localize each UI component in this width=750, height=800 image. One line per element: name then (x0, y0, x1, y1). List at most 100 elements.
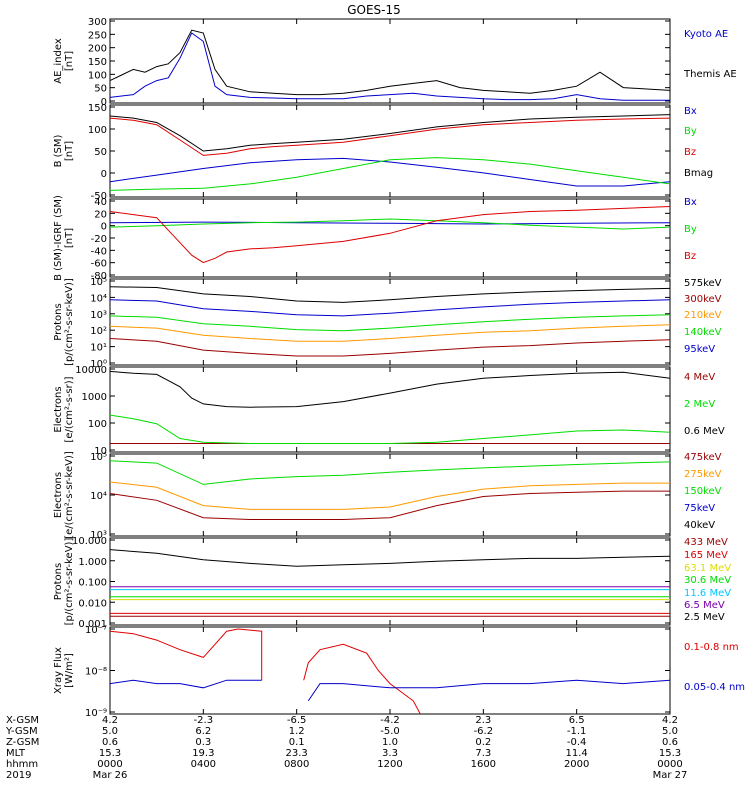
legend-entry: 300keV (684, 294, 722, 305)
legend-entry: 4 MeV (684, 372, 715, 383)
y-axis-label: [p/(cm²-s-sr-keV)] (64, 538, 75, 626)
series-line-210kev (109, 324, 671, 342)
legend-entry: 475keV (684, 452, 722, 463)
legend-entry: 575keV (684, 278, 722, 289)
y-tick-label: 150 (88, 103, 107, 114)
x-row-value: 0000 (657, 759, 682, 770)
x-row-value: 6.2 (195, 726, 211, 737)
panel-frame (109, 537, 671, 626)
y-tick-label: -50 (91, 191, 107, 202)
x-row-value: 0400 (191, 759, 216, 770)
series-line-bz (109, 117, 671, 156)
y-tick-label: 300 (88, 17, 107, 28)
y-tick-label: 100 (88, 125, 107, 136)
legend-entry: Themis AE (683, 69, 737, 80)
x-row-value: -1.1 (567, 726, 587, 737)
series-line-bmag (109, 114, 671, 152)
x-row-value: 4.2 (662, 715, 678, 726)
y-axis-label: [nT] (64, 51, 75, 71)
y-tick-label: -40 (91, 246, 107, 257)
x-row-value: -4.2 (380, 715, 400, 726)
x-row-label: Y-GSM (5, 726, 38, 737)
x-row-value: -6.2 (474, 726, 494, 737)
panel-1: 300 250 200 150 100 50 0 AE_index [nT] Kyoto AE Th… (53, 17, 737, 108)
legend-entry: 2 MeV (684, 399, 715, 410)
y-tick-label: 10 (94, 446, 107, 457)
legend-entry: Bx (684, 197, 697, 208)
y-tick-label: 10⁵ (90, 452, 107, 463)
x-row-value: 1600 (471, 759, 496, 770)
legend-entry: 75keV (684, 503, 715, 514)
legend-entry: Bz (684, 251, 696, 262)
series-line-300kev (109, 338, 671, 357)
y-tick-label: 10000 (75, 365, 107, 376)
y-tick-label: 1.000 (78, 557, 107, 568)
x-row-value: 11.4 (566, 748, 588, 759)
panel-frame (109, 366, 671, 453)
x-row-label: X-GSM (6, 715, 39, 726)
panel-frame (109, 626, 671, 715)
series-line-2-5-mev (109, 549, 671, 567)
y-axis-label: Electrons (53, 472, 64, 518)
x-row-value: 1.0 (382, 737, 398, 748)
x-row-value: 0.6 (662, 737, 678, 748)
panel-6: 10⁵ 10⁴ 10³ Electrons [e/(cm²-s-sr-keV)] 475k… (53, 451, 722, 541)
y-tick-label: 0 (101, 97, 107, 108)
legend-entry: 40keV (684, 520, 715, 531)
y-tick-label: -20 (91, 234, 107, 245)
y-axis-label: AE_index (53, 38, 64, 84)
legend-entry: 95keV (684, 344, 715, 355)
panel-2: 150 100 50 0 -50 B (SM) [nT] Bx By Bz Bmag (53, 103, 713, 202)
y-tick-label: 10⁻⁹ (85, 708, 107, 719)
y-axis-label: [nT] (64, 228, 75, 248)
series-line-95kev (109, 299, 671, 317)
panel-4: 10⁵ 10⁴ 10³ 10² 10¹ 10⁰ Protons [p/(cm²-s-sr-ke… (53, 277, 722, 370)
x-row-value: 0.3 (195, 737, 211, 748)
legend-entry: 165 MeV (684, 550, 728, 561)
legend-entry: By (684, 224, 697, 235)
x-row-value: 4.2 (102, 715, 118, 726)
y-tick-label: -60 (91, 259, 107, 270)
y-tick-label: 50 (94, 147, 107, 158)
y-tick-label: 20 (94, 209, 107, 220)
series-line-140kev (109, 314, 671, 332)
y-tick-label: 10³ (90, 530, 107, 541)
y-tick-label: 10⁴ (90, 293, 107, 304)
y-tick-label: 10¹ (90, 343, 107, 354)
x-row-value: 6.5 (569, 715, 585, 726)
series-line-275kev (109, 481, 670, 510)
y-tick-label: -80 (91, 271, 107, 282)
y-tick-label: 200 (88, 44, 107, 55)
series-line-themis-ae (109, 29, 671, 96)
y-tick-label: 10⁵ (90, 277, 107, 288)
legend-entry: 63.1 MeV (684, 563, 731, 574)
y-tick-label: 10.000 (72, 536, 107, 547)
x-row-value: Mar 27 (653, 770, 688, 781)
series-line-by (109, 157, 671, 191)
y-tick-label: 100 (88, 70, 107, 81)
x-row-value: 0000 (97, 759, 122, 770)
panel-frame (109, 104, 671, 198)
legend-entry: 0.1-0.8 nm (684, 642, 739, 653)
y-axis-label: [W/m²] (64, 653, 75, 688)
y-axis-label: [nT] (64, 141, 75, 161)
x-row-value: 0.6 (102, 737, 118, 748)
series-line-kyoto-ae (109, 32, 670, 101)
x-row-value: 5.0 (102, 726, 118, 737)
series-line-575kev (109, 286, 671, 303)
x-row-value: 2.3 (475, 715, 491, 726)
y-axis-label: Electrons (53, 386, 64, 432)
panel-frame (109, 198, 671, 278)
series-line-bx (109, 157, 671, 187)
x-row-value: 19.3 (192, 748, 214, 759)
x-row-value: -2.3 (194, 715, 214, 726)
y-tick-label: 0 (101, 222, 107, 233)
y-tick-label: 50 (94, 84, 107, 95)
legend-entry: 2.5 MeV (684, 612, 725, 623)
legend-entry: 0.05-0.4 nm (684, 682, 745, 693)
y-tick-label: 100 (88, 419, 107, 430)
x-row-value: 5.0 (662, 726, 678, 737)
chart-title: GOES-15 (347, 3, 401, 17)
